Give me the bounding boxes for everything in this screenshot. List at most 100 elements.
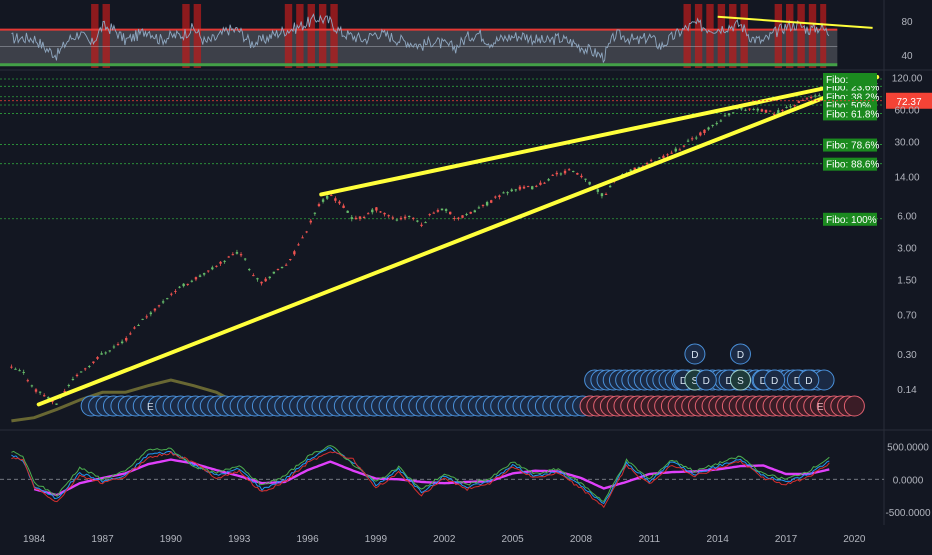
candle-body: [449, 211, 452, 215]
dividend-split-label: S: [737, 376, 744, 387]
candle-body: [256, 278, 259, 280]
candle-body: [498, 195, 501, 198]
candle-body: [809, 96, 813, 99]
rsi-tick-label: 40: [901, 51, 913, 62]
rsi-overbought-zone: [820, 4, 827, 68]
candle-body: [686, 140, 690, 142]
candle-body: [321, 199, 325, 202]
candle-body: [284, 264, 288, 266]
candle-body: [227, 256, 230, 258]
fib-label-box: [823, 157, 877, 171]
volume-ma-line: [11, 378, 263, 423]
candle-body: [354, 217, 358, 220]
candle-body: [34, 389, 38, 392]
candle-body: [202, 273, 206, 275]
candle-body: [748, 108, 751, 110]
candle-body: [428, 214, 431, 216]
candle-body: [764, 109, 768, 113]
dividend-split-marker: [684, 343, 706, 365]
price-pane: Fibo: 23.6%Fibo: 38.2%Fibo: 50%Fibo: 61.…: [0, 72, 932, 423]
candle-body: [145, 316, 148, 318]
candle-body: [10, 366, 13, 368]
candle-body: [432, 212, 435, 214]
lower-support-trendline: [36, 75, 880, 407]
candle-body: [30, 385, 34, 387]
candle-body: [366, 213, 370, 215]
x-tick-label: 2005: [502, 534, 525, 545]
x-tick-label: 1984: [23, 534, 46, 545]
candle-body: [490, 200, 493, 203]
candle-body: [412, 217, 415, 219]
candle-body: [752, 109, 755, 111]
rsi-overbought-zone: [296, 4, 304, 68]
x-tick-label: 2020: [843, 534, 866, 545]
candle-body: [215, 265, 218, 267]
candle-body: [531, 186, 534, 190]
candle-body: [506, 192, 509, 194]
candle-body: [129, 333, 132, 335]
candle-body: [526, 186, 530, 188]
candle-body: [469, 211, 472, 214]
candle-body: [96, 357, 99, 359]
candle-body: [399, 217, 403, 220]
candle-body: [194, 277, 198, 280]
candle-body: [465, 214, 468, 216]
candle-body: [375, 207, 378, 211]
candle-body: [461, 215, 464, 218]
fib-label-box: [823, 138, 877, 152]
fib-label-box: [823, 72, 877, 86]
candle-body: [330, 195, 333, 197]
candle-body: [104, 352, 107, 354]
earnings-marker-label: E: [817, 402, 824, 413]
candle-body: [47, 396, 50, 399]
candle-body: [436, 210, 440, 212]
oscillator-tick-label: 500.0000: [887, 442, 929, 453]
x-tick-label: 1999: [365, 534, 388, 545]
dividend-split-marker: [798, 369, 820, 391]
fib-label: Fibo: 23.6%: [826, 82, 879, 93]
dividend-split-label: D: [691, 350, 698, 361]
fib-label-box: [823, 212, 877, 226]
candle-body: [403, 216, 407, 219]
candle-body: [55, 403, 58, 405]
candle-body: [161, 301, 165, 303]
candle-body: [243, 258, 247, 260]
oscillator-pane: 500.0000 0.0000 -500.0000: [0, 442, 931, 519]
candle-body: [637, 166, 641, 168]
candle-body: [514, 189, 518, 191]
rsi-overbought-zone: [193, 4, 202, 68]
candle-body: [666, 154, 669, 156]
candle-body: [740, 107, 743, 110]
rsi-overbought-zone: [774, 4, 783, 68]
x-tick-label: 1993: [228, 534, 251, 545]
candle-body: [190, 280, 194, 282]
candle-body: [760, 109, 764, 112]
candle-body: [289, 259, 292, 261]
candle-body: [84, 368, 87, 370]
candle-body: [108, 350, 112, 352]
candle-body: [555, 172, 559, 175]
candle-body: [510, 189, 513, 192]
x-tick-label: 1996: [296, 534, 319, 545]
candle-body: [383, 212, 386, 215]
candle-body: [153, 308, 157, 311]
candle-body: [633, 167, 636, 171]
candle-body: [120, 341, 124, 344]
candle-body: [518, 186, 522, 190]
rsi-overbought-zone: [91, 4, 99, 68]
rsi-overbought-zone: [307, 4, 315, 68]
candle-body: [358, 216, 362, 219]
candle-body: [723, 115, 727, 117]
candle-body: [18, 370, 21, 372]
candle-body: [43, 395, 46, 397]
rsi-overbought-zone: [717, 4, 726, 68]
candle-body: [362, 216, 366, 219]
x-tick-label: 2002: [433, 534, 456, 545]
candle-body: [297, 244, 300, 246]
fib-label: Fibo: 78.6%: [826, 141, 879, 152]
price-tick-label: 0.30: [897, 350, 917, 361]
candle-body: [67, 384, 71, 386]
fib-label: Fibo: 38.2%: [826, 93, 879, 104]
candle-body: [719, 120, 723, 122]
